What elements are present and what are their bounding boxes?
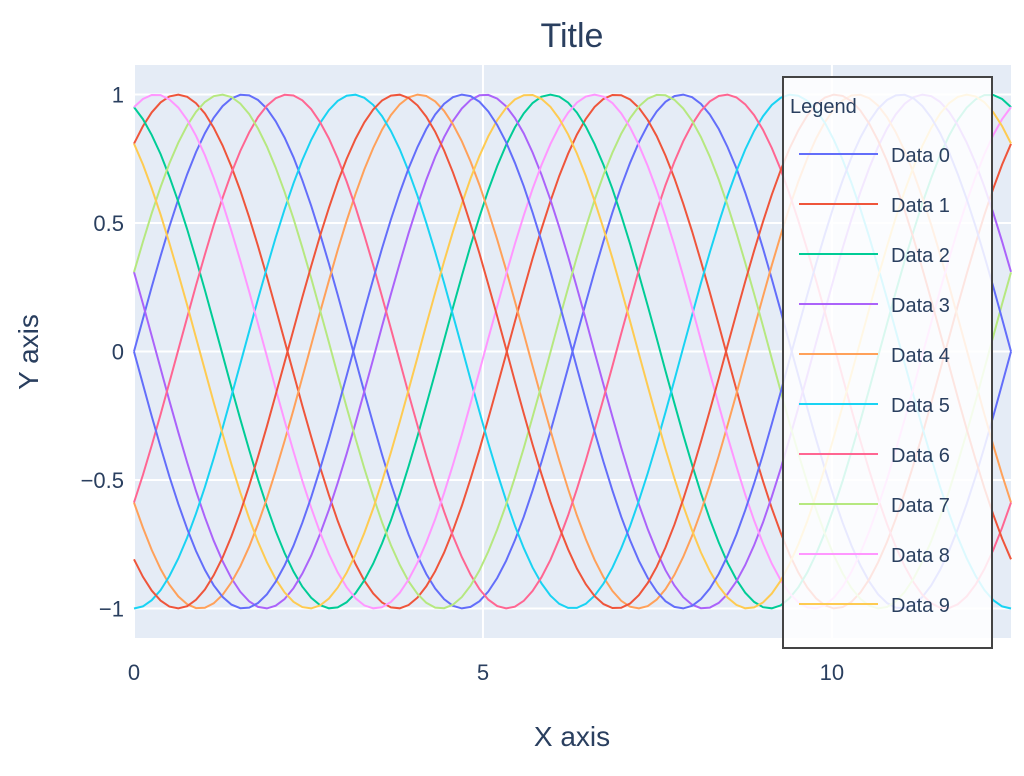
legend-item[interactable]: Data 3	[799, 295, 950, 317]
x-tick-label: 10	[820, 660, 844, 685]
legend-item[interactable]: Data 1	[799, 195, 950, 217]
y-tick-label: −1	[99, 596, 124, 621]
legend-label: Data 9	[891, 595, 950, 617]
x-axis-label: X axis	[534, 721, 610, 752]
legend-label: Data 11	[891, 695, 960, 717]
legend-label: Data 6	[891, 445, 950, 467]
legend-item[interactable]: Data 2	[799, 245, 950, 267]
legend-item[interactable]: Data 10	[799, 645, 961, 667]
legend-title: Legend	[790, 96, 857, 118]
legend-item[interactable]: Data 5	[799, 395, 950, 417]
legend-label: Data 4	[891, 345, 950, 367]
y-tick-label: −0.5	[81, 468, 124, 493]
x-tick-label: 0	[128, 660, 140, 685]
legend[interactable]: Legend Data 0 Data 1 Data 2 Data 3 Data 4 Dat…	[782, 76, 993, 717]
y-tick-label: 0.5	[93, 211, 124, 236]
legend-item[interactable]: Data 7	[799, 495, 950, 517]
legend-item[interactable]: Data 4	[799, 345, 950, 367]
y-axis-label: Y axis	[13, 314, 44, 390]
legend-label: Data 0	[891, 145, 950, 167]
legend-label: Data 10	[891, 645, 961, 667]
legend-label: Data 8	[891, 545, 950, 567]
y-tick-labels: 1 0.5 0 −0.5 −1	[81, 83, 124, 622]
x-tick-labels: 0 5 10	[128, 660, 844, 685]
legend-label: Data 5	[891, 395, 950, 417]
chart-title: Title	[541, 17, 604, 55]
legend-item[interactable]: Data 9	[799, 595, 950, 617]
legend-label: Data 2	[891, 245, 950, 267]
x-tick-label: 5	[477, 660, 489, 685]
legend-item[interactable]: Data 0	[799, 145, 950, 167]
legend-label: Data 3	[891, 295, 950, 317]
legend-label: Data 7	[891, 495, 950, 517]
legend-label: Data 1	[891, 195, 950, 217]
y-tick-label: 0	[112, 340, 124, 365]
legend-item[interactable]: Data 8	[799, 545, 950, 567]
legend-item[interactable]: Data 11	[799, 695, 960, 717]
legend-item[interactable]: Data 6	[799, 445, 950, 467]
y-tick-label: 1	[112, 83, 124, 108]
